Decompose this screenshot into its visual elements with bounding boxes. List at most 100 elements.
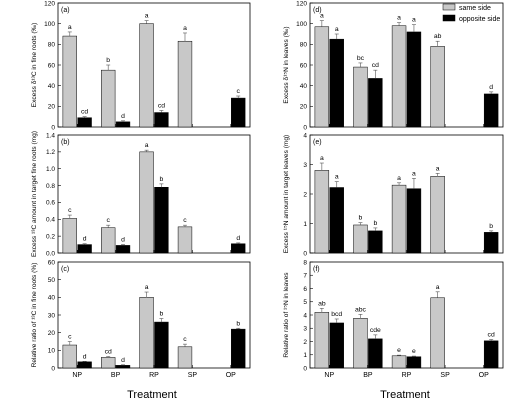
bar [368, 230, 383, 254]
y-axis-label: Excess δ¹⁵N in leaves (‰) [283, 26, 290, 103]
significance-letter: d [489, 84, 493, 91]
bar [101, 227, 116, 254]
y-tick-label: 60 [300, 62, 308, 69]
significance-letter: a [145, 284, 149, 291]
y-axis-label: Relative ratio of ¹⁵N in leaves [283, 272, 290, 358]
y-axis-label: Excess ¹³C amount in target fine roots (… [31, 131, 38, 257]
x-tick-label: SP [440, 372, 450, 379]
bar [353, 66, 368, 128]
significance-letter: d [121, 237, 125, 244]
y-tick-label: 4 [303, 312, 307, 319]
bar [231, 328, 246, 369]
plot-frame [57, 261, 251, 369]
x-tick-label: BP [363, 372, 373, 379]
bar [314, 312, 330, 369]
y-tick-label: 80 [48, 42, 56, 49]
significance-letter: cde [370, 327, 381, 334]
y-tick-label: 0 [303, 365, 307, 372]
bar [329, 187, 344, 254]
y-tick-label: 4 [303, 132, 307, 139]
y-axis-label: Excess ¹⁵N amount in target leaves (mg) [283, 135, 290, 254]
bar [329, 38, 344, 128]
panel-a: 0 20 40 60 80 100 120 Excess δ¹³C in fine roots… [31, 0, 251, 131]
significance-letter: b [236, 320, 240, 327]
significance-letter: d [83, 236, 87, 243]
y-tick-label: 100 [296, 21, 307, 28]
significance-letter: d [121, 357, 125, 364]
y-tick-label: 20 [300, 104, 308, 111]
bar [406, 188, 422, 254]
panel-label: (e) [313, 139, 322, 146]
significance-letter: e [412, 348, 416, 355]
bar [101, 69, 116, 128]
x-tick-label: BP [111, 372, 121, 379]
y-tick-label: 120 [44, 0, 55, 7]
significance-letter: b [160, 311, 164, 318]
bar [483, 232, 499, 254]
significance-letter: d [121, 113, 125, 120]
y-tick-label: 7 [303, 273, 307, 280]
y-axis-label: Excess δ¹³C in fine roots (‰) [31, 23, 38, 108]
significance-letter: b [106, 57, 110, 64]
bar [62, 218, 77, 254]
y-tick-label: 2 [303, 339, 307, 346]
x-tick-label: OP [479, 372, 489, 379]
bar [101, 357, 116, 369]
bar [177, 40, 193, 128]
bar [368, 338, 383, 369]
y-tick-label: 120 [296, 0, 307, 7]
bar [139, 297, 154, 369]
y-tick-label: 1.2 [46, 149, 55, 156]
x-axis-label-right: Treatment [380, 389, 430, 401]
y-axis-label: Relative ratio of ¹³C in fine roots (%) [31, 263, 38, 368]
significance-letter: a [397, 175, 401, 182]
bar [115, 365, 131, 369]
y-tick-label: 30 [48, 312, 56, 319]
bar [329, 322, 344, 369]
bar [62, 344, 77, 369]
significance-letter: bc [357, 55, 365, 62]
y-tick-label: 1 [303, 352, 307, 359]
y-tick-label: 0 [51, 124, 55, 131]
bar [406, 356, 422, 369]
legend: same side opposite side [442, 3, 500, 23]
y-tick-label: 0.6 [46, 200, 55, 207]
panel-d: 0 20 40 60 80 100 120 Excess δ¹⁵N in leaves (‰)… [283, 0, 504, 131]
significance-letter: a [320, 13, 324, 20]
significance-letter: a [68, 24, 72, 31]
y-tick-label: 40 [48, 295, 56, 302]
y-tick-label: 3 [303, 162, 307, 169]
x-tick-label: OP [226, 372, 236, 379]
panel-f: 0 1 2 3 4 5 6 7 8 Relative ratio of ¹⁵N in leaves… [283, 259, 504, 379]
x-tick-label: RP [402, 372, 412, 379]
significance-letter: a [145, 142, 149, 149]
bar [483, 340, 499, 369]
y-tick-label: 0 [303, 250, 307, 257]
bar [406, 31, 422, 128]
y-tick-label: 0.0 [46, 250, 55, 257]
bar [353, 318, 368, 369]
bar [391, 184, 407, 254]
bar [177, 346, 193, 369]
y-tick-label: 80 [300, 42, 308, 49]
y-tick-label: 0.8 [46, 183, 55, 190]
y-tick-label: 50 [48, 277, 56, 284]
bar [77, 244, 92, 254]
y-tick-label: 0.4 [46, 217, 55, 224]
bar [314, 26, 330, 128]
bar [77, 117, 92, 128]
panel-e: 0 1 2 3 4 Excess ¹⁵N amount in target leaves … [283, 132, 504, 257]
significance-letter: c [68, 334, 72, 341]
significance-letter: b [373, 220, 377, 227]
panel-c: 0 10 20 30 40 50 60 Relative ratio of ¹³C in fi… [31, 259, 251, 379]
y-tick-label: 1.0 [46, 166, 55, 173]
significance-letter: bcd [331, 311, 342, 318]
y-tick-label: 0.2 [46, 233, 55, 240]
bar [115, 121, 131, 128]
y-tick-label: 10 [48, 348, 56, 355]
x-tick-label: NP [324, 372, 334, 379]
bar [231, 97, 246, 128]
significance-letter: cd [81, 109, 88, 116]
y-tick-label: 6 [303, 286, 307, 293]
